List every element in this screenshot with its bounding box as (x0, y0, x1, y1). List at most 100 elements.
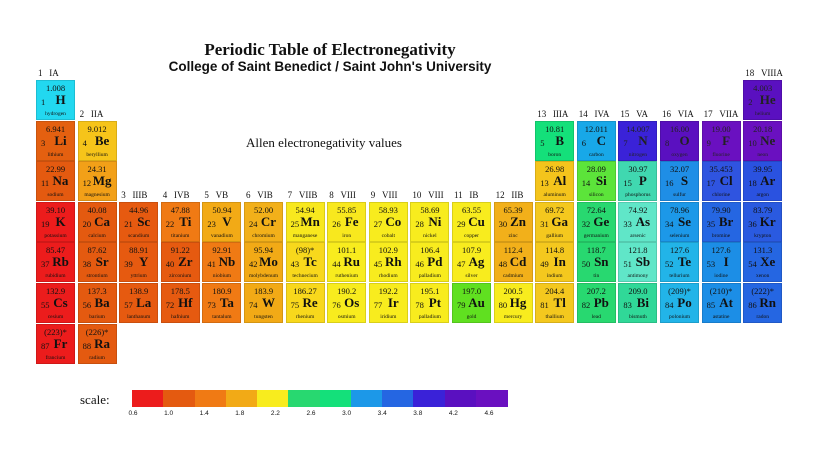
atomic-number: 10 (748, 137, 757, 148)
atomic-number: 50 (581, 259, 591, 270)
element-co: 58.93 27 Co cobalt (368, 201, 408, 242)
element-symbol: Xe (760, 254, 776, 270)
atomic-number: 81 (540, 300, 549, 310)
atomic-mass: 114.8 (545, 245, 565, 256)
element-symbol: P (638, 173, 647, 189)
element-name: lead (591, 314, 601, 320)
atomic-mass: (210)* (709, 286, 733, 296)
group-label-16: 16 VIA (662, 109, 694, 119)
atomic-mass: 131.3 (753, 245, 773, 256)
scale-swatch (257, 390, 289, 407)
group-label-6: 6 VIB (246, 190, 273, 200)
element-symbol: Br (718, 213, 734, 229)
element-name: iron (342, 232, 352, 239)
element-name: potassium (44, 232, 67, 239)
element-symbol: Ar (760, 173, 776, 189)
atomic-mass: 95.94 (253, 245, 274, 256)
atomic-mass: 87.62 (87, 245, 107, 256)
element-in: 114.8 49 In indium (535, 242, 575, 283)
element-name: yttrium (130, 273, 147, 280)
element-al: 26.98 13 Al aluminum (535, 161, 575, 202)
element-name: rhenium (295, 314, 315, 320)
atomic-mass: 106.4 (420, 245, 440, 256)
element-symbol: Tc (303, 254, 317, 270)
element-symbol: Rh (384, 254, 402, 270)
atomic-mass: 118.7 (586, 245, 606, 256)
element-name: ruthenium (335, 273, 358, 280)
atomic-mass: 83.79 (753, 204, 773, 215)
element-cd: 112.4 48 Cd cadmium (493, 242, 533, 283)
atomic-mass: 72.64 (586, 204, 606, 215)
element-kr: 83.79 36 Kr krypton (743, 201, 783, 242)
atomic-mass: 79.90 (711, 204, 731, 215)
element-ca: 40.08 20 Ca calcium (77, 201, 117, 242)
atomic-mass: 112.4 (503, 245, 523, 256)
element-ru: 101.1 44 Ru ruthenium (327, 242, 367, 283)
atomic-number: 12 (82, 178, 92, 189)
element-name: xenon (755, 273, 770, 280)
atomic-number: 16 (665, 178, 674, 189)
element-tc: (98)* 43 Tc technecium (285, 242, 325, 283)
element-name: radon (756, 314, 769, 320)
atomic-number: 7 (623, 137, 628, 148)
element-pd: 106.4 46 Pd palladium (410, 242, 450, 283)
element-name: copper (464, 232, 479, 239)
element-ir: 192.2 77 Ir iridium (368, 283, 408, 323)
scale-tick-label: 3.4 (377, 410, 387, 417)
element-symbol: Ne (760, 132, 776, 148)
atomic-number: 47 (457, 259, 466, 270)
element-name: calcium (88, 232, 106, 239)
atomic-mass: 69.72 (545, 204, 565, 215)
element-name: chromium (252, 232, 275, 239)
scale-label: scale: (80, 392, 110, 407)
element-name: hafnium (171, 314, 190, 320)
element-name: oxygen (671, 151, 688, 158)
element-at: (210)* 85 At astatine (701, 283, 741, 323)
element-symbol: Pb (593, 295, 609, 310)
atomic-number: 44 (332, 259, 341, 270)
atomic-mass: 58.93 (378, 204, 398, 215)
element-symbol: Se (678, 213, 691, 229)
atomic-number: 20 (82, 218, 92, 229)
element-name: barium (89, 314, 105, 320)
element-ag: 107.9 47 Ag silver (452, 242, 491, 283)
atomic-mass: 28.09 (586, 164, 606, 175)
atomic-number: 2 (748, 97, 753, 107)
group-label-18: 18 VIIIA (745, 68, 783, 78)
element-symbol: H (55, 92, 66, 107)
atomic-mass: (98)* (295, 245, 315, 256)
atomic-number: 42 (249, 259, 258, 270)
atomic-mass: 102.9 (378, 245, 398, 256)
element-symbol: Hf (178, 295, 193, 310)
element-tl: 204.4 81 Tl thallium (535, 283, 575, 323)
note-text: Allen electronegativity values (246, 135, 402, 150)
atomic-mass: 47.88 (170, 204, 190, 215)
group-label-12: 12 IIB (495, 190, 524, 200)
atomic-mass: 107.9 (461, 245, 482, 256)
atomic-mass: 180.9 (212, 286, 232, 296)
element-symbol: Os (344, 295, 360, 310)
element-name: vanadium (211, 232, 233, 239)
element-sr: 87.62 38 Sr strontium (77, 242, 117, 283)
element-symbol: Tl (553, 295, 566, 310)
element-cs: 132.9 55 Cs cesium (36, 283, 75, 323)
element-name: rubidium (45, 273, 66, 280)
element-name: mercury (503, 314, 523, 320)
atomic-number: 57 (124, 300, 133, 310)
element-name: hydrogen (45, 111, 66, 117)
scale-swatch (475, 390, 508, 407)
atomic-number: 13 (540, 178, 549, 189)
scale-swatch (382, 390, 414, 407)
group-label-2: 2 IIA (79, 109, 104, 119)
element-pb: 207.2 82 Pb lead (576, 283, 616, 323)
atomic-mass: 127.6 (669, 245, 690, 256)
atomic-number: 74 (249, 300, 258, 310)
element-name: argon (756, 192, 769, 199)
atomic-number: 15 (623, 178, 632, 189)
atomic-number: 32 (581, 218, 591, 229)
element-symbol: Mo (259, 254, 278, 270)
